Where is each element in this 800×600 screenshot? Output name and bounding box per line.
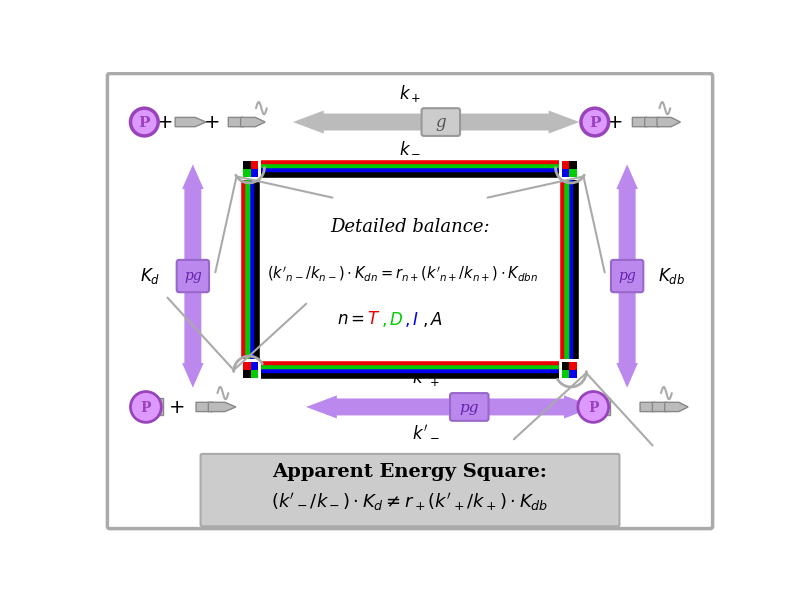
Bar	[243, 161, 250, 169]
Polygon shape	[208, 402, 236, 412]
Bar	[570, 161, 577, 169]
Text: $k_+$: $k_+$	[399, 83, 421, 104]
Polygon shape	[228, 118, 253, 127]
Text: +: +	[157, 113, 174, 133]
Polygon shape	[182, 164, 204, 388]
Polygon shape	[665, 402, 688, 412]
Text: $(k'_{n-} / k_{n-}) \cdot K_{dn}  = r_{n+}(k'_{n+} / k_{n+}) \cdot K_{dbn}$: $(k'_{n-} / k_{n-}) \cdot K_{dn} = r_{n+…	[266, 264, 538, 283]
FancyBboxPatch shape	[201, 454, 619, 526]
Circle shape	[581, 108, 609, 136]
Bar	[250, 362, 258, 370]
Polygon shape	[306, 395, 594, 419]
Polygon shape	[657, 118, 681, 127]
Circle shape	[130, 392, 162, 422]
Bar	[243, 370, 250, 377]
Text: g: g	[435, 115, 446, 131]
FancyBboxPatch shape	[422, 108, 460, 136]
Bar	[250, 161, 258, 169]
Text: P: P	[589, 116, 601, 130]
Text: $k_-$: $k_-$	[398, 139, 422, 156]
Polygon shape	[645, 118, 668, 127]
Polygon shape	[640, 402, 663, 412]
Text: +: +	[204, 113, 220, 133]
Polygon shape	[616, 164, 638, 388]
Polygon shape	[196, 402, 223, 412]
Text: P: P	[588, 401, 598, 415]
Bar	[250, 370, 258, 377]
FancyBboxPatch shape	[450, 393, 489, 421]
Text: $n = $: $n = $	[338, 311, 366, 328]
FancyBboxPatch shape	[177, 260, 209, 292]
Circle shape	[130, 108, 158, 136]
Text: $(k'_- / k_-) \cdot K_d \neq r_+(k'_+ / k_+) \cdot K_{db}$: $(k'_- / k_-) \cdot K_d \neq r_+(k'_+ / …	[271, 491, 549, 512]
Bar	[250, 169, 258, 177]
Bar	[146, 398, 163, 415]
Text: Apparent Energy Square:: Apparent Energy Square:	[273, 463, 547, 481]
Text: $K_{db}$: $K_{db}$	[658, 266, 686, 286]
Bar	[243, 362, 250, 370]
Bar	[562, 370, 570, 377]
Circle shape	[578, 392, 609, 422]
Polygon shape	[632, 118, 656, 127]
Text: $, D$: $, D$	[381, 310, 403, 329]
Text: $k'_+$: $k'_+$	[411, 367, 439, 389]
Text: $, I$: $, I$	[404, 310, 419, 329]
Text: pg: pg	[618, 269, 636, 283]
Bar	[562, 169, 570, 177]
Bar	[594, 398, 610, 415]
Bar	[570, 370, 577, 377]
Text: pg: pg	[459, 401, 479, 415]
Bar	[562, 161, 570, 169]
FancyBboxPatch shape	[107, 74, 713, 529]
Polygon shape	[293, 110, 579, 134]
Text: $T$: $T$	[367, 311, 380, 328]
Bar	[243, 169, 250, 177]
Text: $, A$: $, A$	[422, 310, 443, 329]
Text: P: P	[138, 116, 150, 130]
FancyBboxPatch shape	[611, 260, 643, 292]
Polygon shape	[652, 402, 676, 412]
Text: P: P	[141, 401, 151, 415]
Text: +: +	[169, 398, 185, 417]
Bar	[570, 169, 577, 177]
Text: +: +	[607, 113, 624, 133]
Text: pg: pg	[184, 269, 202, 283]
Text: Detailed balance:: Detailed balance:	[330, 218, 490, 236]
Bar	[562, 362, 570, 370]
Polygon shape	[175, 118, 206, 127]
Bar	[570, 362, 577, 370]
Text: $k'_-$: $k'_-$	[411, 424, 439, 441]
Text: $K_d$: $K_d$	[139, 266, 160, 286]
Polygon shape	[241, 118, 266, 127]
